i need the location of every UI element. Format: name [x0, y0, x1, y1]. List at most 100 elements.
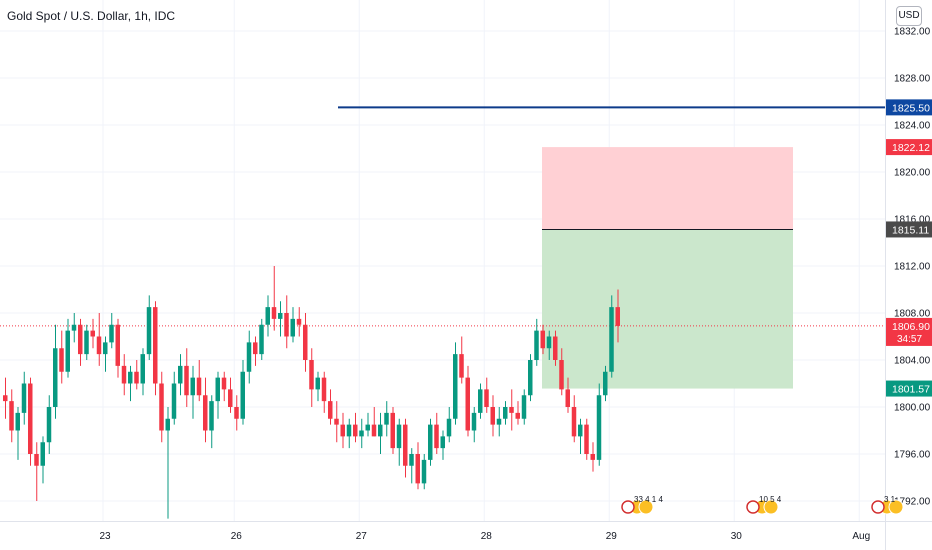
candle[interactable] [34, 454, 39, 466]
candle[interactable] [215, 377, 221, 402]
event-flag-icon[interactable] [638, 499, 654, 515]
candle[interactable] [296, 318, 302, 325]
candle[interactable] [584, 424, 589, 454]
candle[interactable] [96, 336, 102, 355]
candle[interactable] [615, 307, 621, 326]
candle[interactable] [128, 371, 133, 384]
candle[interactable] [259, 324, 264, 355]
candle[interactable] [209, 401, 214, 431]
candle[interactable] [553, 336, 558, 361]
candle[interactable] [115, 324, 121, 366]
candle[interactable] [84, 330, 89, 355]
candle[interactable] [503, 407, 508, 419]
candle[interactable] [146, 307, 152, 355]
candle[interactable] [390, 412, 396, 449]
candle[interactable] [21, 383, 27, 413]
us-flag-icon[interactable] [746, 500, 760, 514]
candle[interactable] [471, 412, 477, 431]
candle[interactable] [596, 395, 602, 460]
candle[interactable] [71, 324, 77, 331]
candle[interactable] [384, 412, 389, 425]
candle[interactable] [159, 383, 164, 431]
candle[interactable] [153, 307, 158, 384]
candle[interactable] [365, 424, 371, 431]
candle[interactable] [46, 407, 52, 443]
candle[interactable] [203, 395, 208, 431]
candle[interactable] [228, 389, 233, 407]
candle[interactable] [465, 377, 471, 431]
candle[interactable] [290, 318, 296, 337]
candle[interactable] [590, 454, 596, 460]
candle[interactable] [190, 377, 196, 396]
candle[interactable] [103, 342, 108, 355]
candle[interactable] [521, 395, 527, 419]
candle[interactable] [53, 348, 58, 407]
candle[interactable] [15, 412, 21, 431]
candle[interactable] [196, 377, 202, 396]
candle[interactable] [334, 418, 339, 425]
us-flag-icon[interactable] [621, 500, 635, 514]
candle[interactable] [303, 324, 308, 360]
candle[interactable] [234, 407, 239, 419]
candle[interactable] [484, 389, 489, 407]
candle[interactable] [509, 407, 514, 413]
candle[interactable] [321, 377, 327, 402]
candle[interactable] [240, 371, 246, 419]
candle[interactable] [40, 442, 46, 466]
candle[interactable] [90, 330, 96, 337]
candle[interactable] [78, 324, 83, 355]
candle[interactable] [284, 313, 289, 337]
candle[interactable] [278, 313, 283, 319]
candle[interactable] [121, 365, 127, 384]
candle[interactable] [271, 307, 277, 319]
candle[interactable] [184, 365, 189, 396]
candle[interactable] [578, 424, 583, 437]
candle[interactable] [328, 401, 333, 419]
candle[interactable] [221, 377, 227, 390]
candle[interactable] [421, 459, 427, 484]
candle[interactable] [309, 360, 314, 390]
candle[interactable] [546, 336, 552, 349]
take-profit-zone[interactable] [542, 229, 793, 389]
candle[interactable] [559, 360, 564, 390]
candle[interactable] [246, 342, 252, 372]
candle[interactable] [340, 424, 346, 437]
candle[interactable] [9, 401, 14, 431]
candle[interactable] [371, 424, 377, 437]
candle[interactable] [165, 418, 171, 431]
candle[interactable] [453, 354, 458, 419]
candle[interactable] [359, 430, 364, 437]
candle[interactable] [253, 342, 258, 355]
candle[interactable] [403, 424, 408, 466]
candle[interactable] [140, 354, 146, 384]
candle[interactable] [109, 324, 114, 343]
candle[interactable] [415, 454, 421, 484]
candle[interactable] [171, 383, 177, 419]
candle[interactable] [609, 307, 614, 372]
candle[interactable] [540, 330, 546, 349]
candle[interactable] [490, 407, 496, 425]
event-flag-icon[interactable] [763, 499, 779, 515]
stop-loss-zone[interactable] [542, 147, 793, 230]
candle[interactable] [409, 454, 414, 466]
candle[interactable] [571, 407, 577, 437]
candle[interactable] [353, 424, 358, 437]
candle[interactable] [565, 389, 571, 407]
candle[interactable] [28, 383, 33, 455]
candle[interactable] [478, 389, 483, 413]
candle[interactable] [446, 418, 452, 437]
candle[interactable] [134, 371, 139, 384]
candle[interactable] [440, 436, 446, 449]
candle[interactable] [378, 424, 383, 437]
candle[interactable] [315, 377, 321, 390]
candle[interactable] [496, 418, 502, 425]
candle[interactable] [534, 330, 539, 360]
candle[interactable] [428, 424, 433, 460]
candle[interactable] [434, 424, 439, 449]
candle[interactable] [396, 424, 402, 449]
us-flag-icon[interactable] [871, 500, 885, 514]
candle[interactable] [59, 348, 64, 372]
candle[interactable] [528, 360, 533, 396]
candle[interactable] [178, 365, 183, 384]
